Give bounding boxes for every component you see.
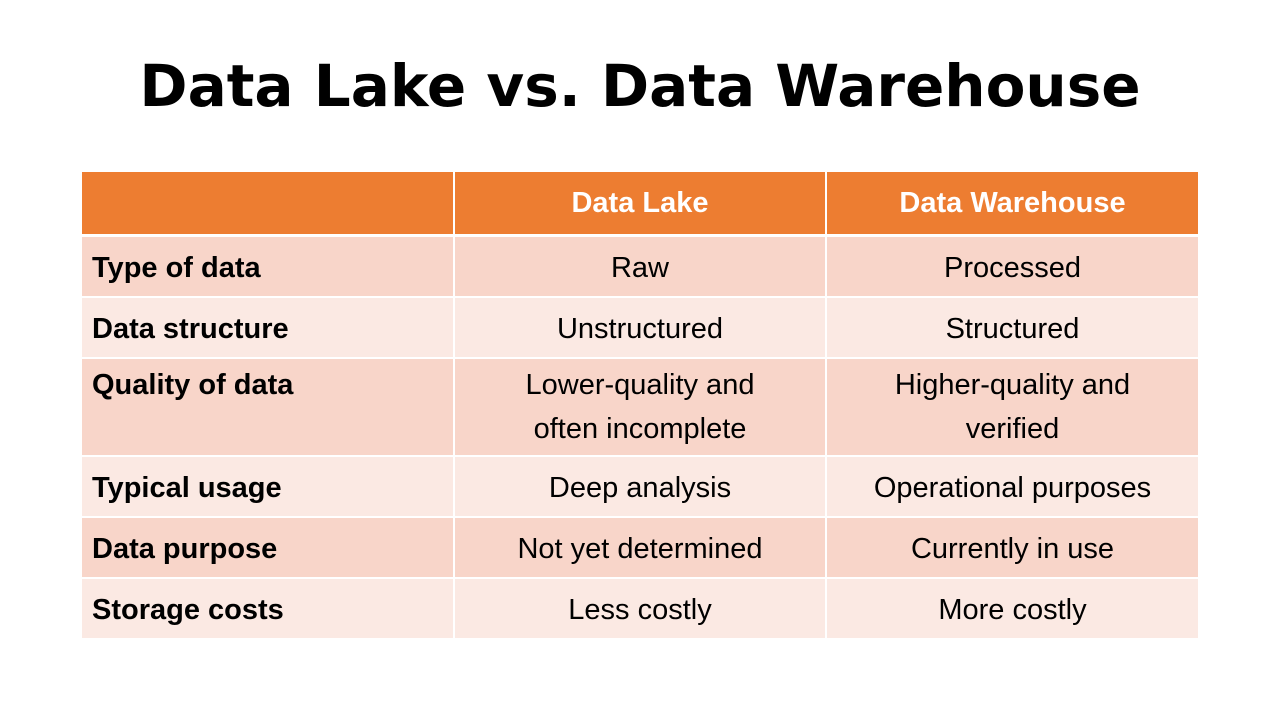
table-cell: More costly [826, 577, 1198, 640]
table-row: Typical usage Deep analysis Operational … [82, 455, 1198, 518]
header-cell-data-lake: Data Lake [454, 172, 827, 237]
row-label: Typical usage [82, 455, 455, 518]
header-cell-empty [82, 172, 455, 237]
table-cell: Processed [826, 235, 1198, 298]
table-cell: Structured [826, 296, 1198, 359]
table-row: Data purpose Not yet determined Currentl… [82, 516, 1198, 579]
table-cell: Lower-quality and often incomplete [454, 357, 827, 457]
table-cell: Raw [454, 235, 827, 298]
table-row: Storage costs Less costly More costly [82, 577, 1198, 640]
table-row: Type of data Raw Processed [82, 235, 1198, 298]
row-label: Storage costs [82, 577, 455, 640]
row-label: Data structure [82, 296, 455, 359]
table-cell: Deep analysis [454, 455, 827, 518]
table-cell: Not yet determined [454, 516, 827, 579]
comparison-table-container: Data Lake Data Warehouse Type of data Ra… [82, 172, 1198, 640]
table-cell: Less costly [454, 577, 827, 640]
row-label: Type of data [82, 235, 455, 298]
table-row: Quality of data Lower-quality and often … [82, 357, 1198, 457]
table-row: Data structure Unstructured Structured [82, 296, 1198, 359]
header-cell-data-warehouse: Data Warehouse [826, 172, 1198, 237]
table-header-row: Data Lake Data Warehouse [82, 172, 1198, 237]
row-label: Quality of data [82, 357, 455, 457]
table-cell: Unstructured [454, 296, 827, 359]
comparison-table: Data Lake Data Warehouse Type of data Ra… [82, 172, 1198, 640]
slide-title: Data Lake vs. Data Warehouse [139, 52, 1141, 120]
row-label: Data purpose [82, 516, 455, 579]
table-cell: Operational purposes [826, 455, 1198, 518]
table-cell: Currently in use [826, 516, 1198, 579]
table-cell: Higher-quality and verified [826, 357, 1198, 457]
